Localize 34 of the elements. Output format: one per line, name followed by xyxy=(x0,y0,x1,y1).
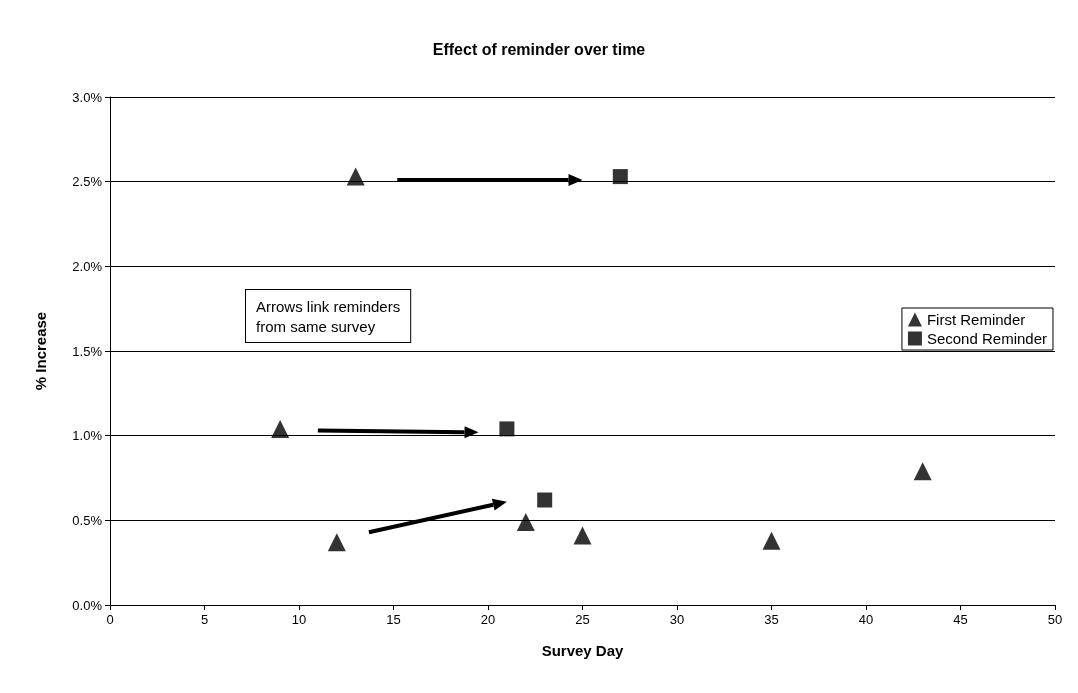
x-axis-title: Survey Day xyxy=(541,642,625,659)
annotation: Arrows link reminders from same survey xyxy=(256,297,401,335)
point xyxy=(612,169,628,185)
point xyxy=(327,533,346,552)
y-axis-title: % Increase xyxy=(32,311,49,391)
y-tick-label: 0.0% xyxy=(72,597,103,613)
x-tick-label: 45 xyxy=(953,612,968,627)
y-tick-label: 3.0% xyxy=(72,89,103,105)
x-tick-label: 0 xyxy=(106,612,114,627)
y-tick-label: 2.5% xyxy=(72,174,103,190)
point xyxy=(762,531,781,550)
point xyxy=(573,526,592,545)
y-tick-label: 0.5% xyxy=(72,512,103,528)
legend-label: Second Reminder xyxy=(926,330,1048,347)
x-tick-label: 20 xyxy=(480,612,496,627)
x-tick-label: 50 xyxy=(1047,612,1063,627)
legend-label: First Reminder xyxy=(926,311,1026,328)
point xyxy=(346,167,365,186)
x-tick-label: 35 xyxy=(764,612,779,627)
chart-title: Effect of reminder over time xyxy=(432,40,646,58)
x-tick-label: 30 xyxy=(669,612,685,627)
point xyxy=(271,419,290,438)
x-tick-label: 40 xyxy=(858,612,874,627)
x-tick-label: 10 xyxy=(291,612,307,627)
y-tick-label: 2.0% xyxy=(72,258,103,274)
point xyxy=(913,462,932,481)
point xyxy=(499,421,515,437)
point xyxy=(537,492,553,508)
y-tick-label: 1.5% xyxy=(72,343,103,359)
x-tick-label: 25 xyxy=(575,612,590,627)
y-tick-label: 1.0% xyxy=(72,428,103,444)
x-tick-label: 15 xyxy=(386,612,401,627)
x-tick-label: 5 xyxy=(200,612,209,627)
point xyxy=(516,513,535,532)
